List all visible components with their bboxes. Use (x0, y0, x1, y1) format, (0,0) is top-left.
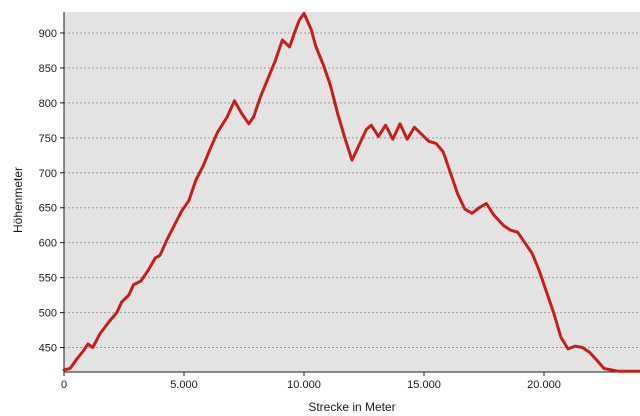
y-tick-label: 750 (39, 133, 57, 145)
y-tick-label: 500 (39, 308, 57, 320)
y-axis-tick-labels: 450 500 550 600 650 700 750 800 850 900 (39, 28, 57, 355)
y-tick-label: 450 (39, 343, 57, 355)
x-tick-label: 15.000 (407, 379, 441, 391)
x-tick-label: 10.000 (287, 379, 321, 391)
grid-lines (64, 32, 640, 349)
plot-area (64, 12, 640, 372)
x-axis-title: Strecke in Meter (308, 400, 395, 414)
y-tick-label: 800 (39, 98, 57, 110)
x-tick-label: 5.000 (170, 379, 198, 391)
y-tick-label: 650 (39, 203, 57, 215)
x-axis-tick-labels: 0 5.000 10.000 15.000 20.000 (61, 379, 561, 391)
axes (60, 12, 640, 376)
elevation-series-line (62, 11, 640, 373)
y-tick-label: 900 (39, 28, 57, 40)
y-axis-title: Höhenmeter (11, 167, 25, 233)
y-tick-label: 550 (39, 273, 57, 285)
y-tick-label: 850 (39, 63, 57, 75)
y-tick-label: 700 (39, 168, 57, 180)
y-tick-label: 600 (39, 238, 57, 250)
x-tick-label: 20.000 (527, 379, 561, 391)
x-tick-label: 0 (61, 379, 67, 391)
